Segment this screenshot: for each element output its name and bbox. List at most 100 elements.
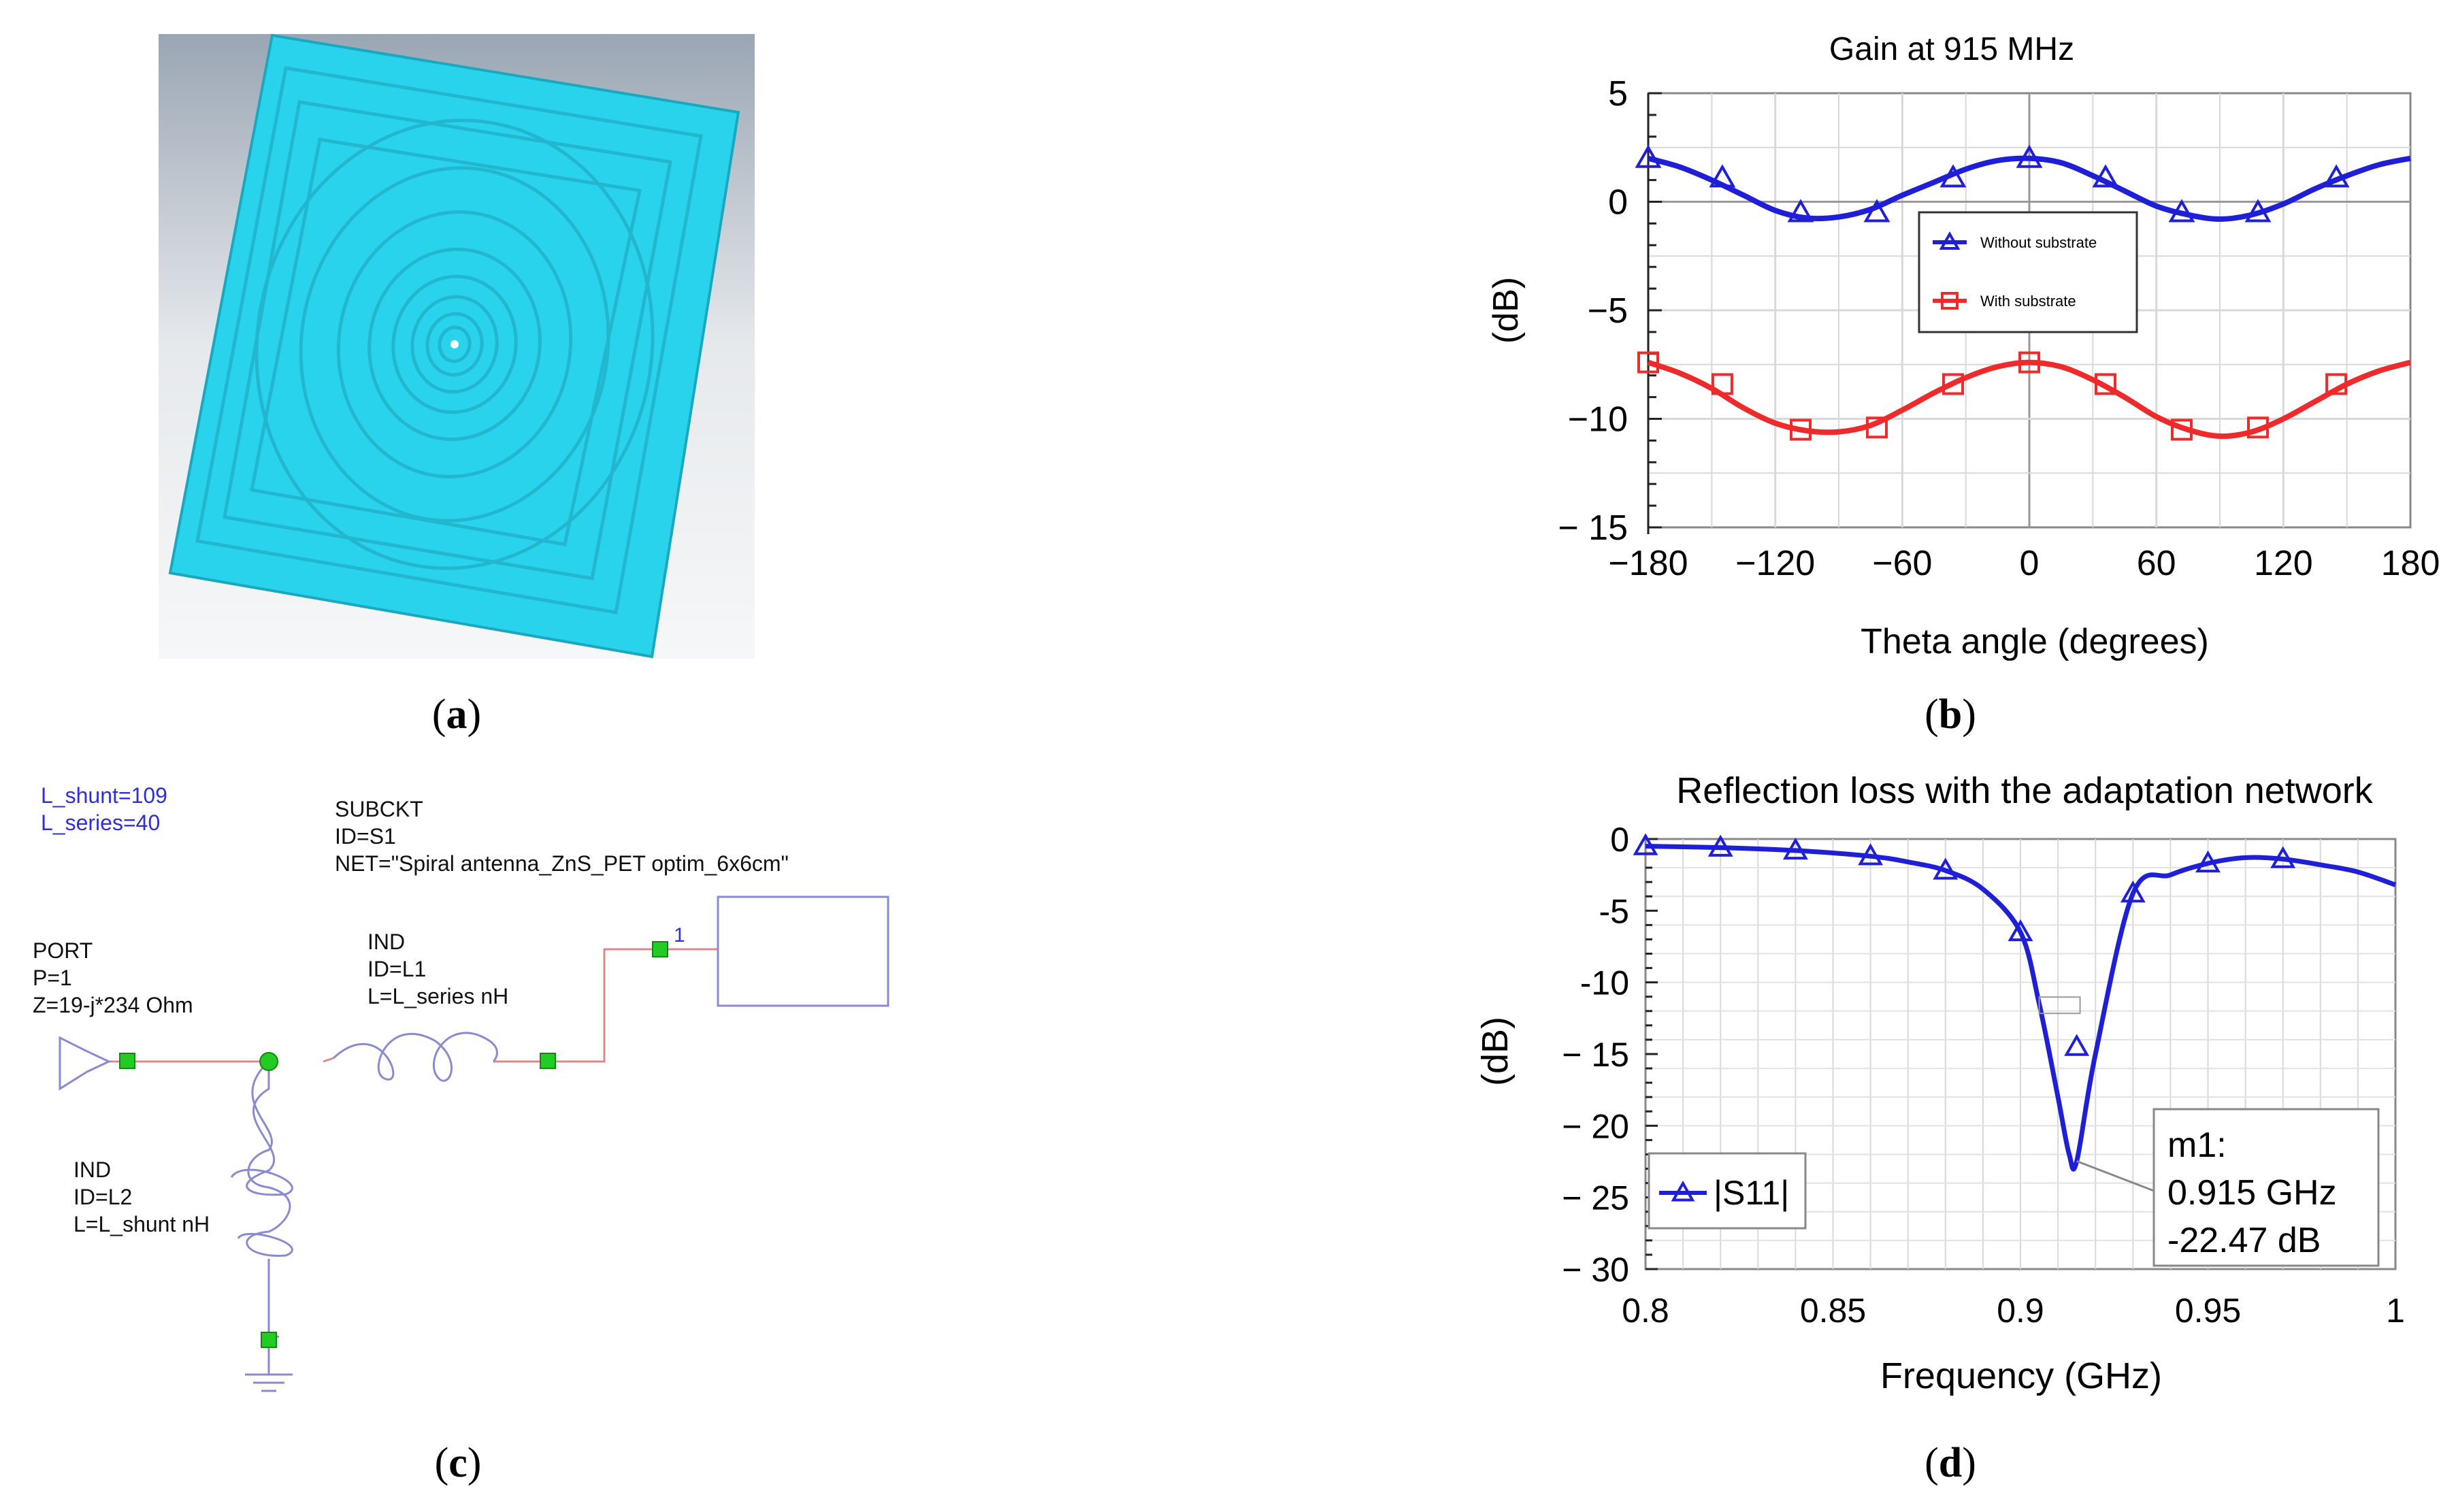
panel-a xyxy=(159,33,755,659)
data-point xyxy=(1866,416,1888,439)
data-point xyxy=(2095,373,2116,395)
legend-marker xyxy=(1671,1180,1695,1202)
x-tick-label: 60 xyxy=(2137,544,2176,583)
x-tick-label: 180 xyxy=(2381,544,2440,583)
node-ground xyxy=(261,1332,277,1348)
data-point xyxy=(2323,164,2350,188)
series-layer xyxy=(1633,833,2397,1172)
node-port xyxy=(119,1053,135,1069)
ind2-id: ID=L2 xyxy=(73,1185,132,1209)
port-name: PORT xyxy=(33,938,93,963)
marker-annotation: m1: 0.915 GHz -22.47 dB xyxy=(2076,1108,2380,1267)
subckt-net: NET="Spiral antenna_ZnS_PET optim_6x6cm" xyxy=(335,851,789,876)
data-point xyxy=(1633,833,1658,855)
ind1-label: IND ID=L1 L=L_series nH xyxy=(367,930,508,1008)
y-tick-label: − 15 xyxy=(1558,508,1628,548)
data-point xyxy=(1635,144,1662,168)
caption-c: (c) xyxy=(435,1440,482,1486)
data-point xyxy=(1863,199,1890,223)
data-point xyxy=(2064,1034,2090,1056)
data-point xyxy=(2018,351,2040,374)
legend-marker xyxy=(1939,231,1961,250)
inductor-l2-symbol xyxy=(230,1060,293,1338)
node-junction xyxy=(259,1052,278,1071)
panel-c-schematic: L_shunt=109 L_series=40 SUBCKT ID=S1 NET… xyxy=(33,783,889,1392)
caption-d: (d) xyxy=(1925,1440,1976,1486)
series-line-without-substrate xyxy=(1647,155,2411,223)
port-symbol xyxy=(59,1036,112,1091)
subckt-id: ID=S1 xyxy=(335,824,396,849)
ind1-value: L=L_series nH xyxy=(367,984,508,1008)
series-line-s11 xyxy=(1645,844,2397,1172)
legend-marker xyxy=(1941,292,1959,310)
data-point xyxy=(2325,373,2348,395)
y-tick-label: − 20 xyxy=(1562,1107,1629,1145)
annotation-label: m1: xyxy=(2167,1125,2227,1165)
data-point xyxy=(2008,919,2033,942)
x-axis-label: Theta angle (degrees) xyxy=(1861,622,2209,661)
gain-chart: Gain at 915 MHz Theta angle (degrees) (d… xyxy=(1486,31,2440,661)
node-l1-out xyxy=(540,1053,556,1069)
ind2-label: IND ID=L2 L=L_shunt nH xyxy=(73,1157,210,1236)
y-tick-label: 0 xyxy=(1608,183,1628,223)
x-tick-label: 0.9 xyxy=(1997,1292,2044,1330)
data-point xyxy=(1858,843,1884,866)
chart-title: Gain at 915 MHz xyxy=(1829,31,2074,67)
ind1-name: IND xyxy=(367,930,405,954)
x-tick-label: 0.95 xyxy=(2175,1292,2241,1330)
data-point xyxy=(2120,881,2146,903)
marker-hatch xyxy=(2038,996,2081,1015)
data-point xyxy=(1709,164,1736,188)
data-point xyxy=(1637,351,1659,374)
x-axis-label: Frequency (GHz) xyxy=(1880,1355,2162,1396)
data-point xyxy=(2171,418,2193,441)
param-block: L_shunt=109 L_series=40 xyxy=(41,783,167,835)
data-point xyxy=(2244,199,2272,223)
data-point xyxy=(1782,837,1808,860)
y-tick-label: -5 xyxy=(1599,892,1629,930)
ticks: 0 -5 -10 − 15 − 20 − 25 − 300.8 0.85 0.9 0.95 1 xyxy=(1562,821,2405,1330)
param-l-series: L_series=40 xyxy=(41,810,160,835)
data-point xyxy=(2247,416,2269,439)
data-point xyxy=(1711,373,1733,395)
annotation-y: -22.47 dB xyxy=(2167,1221,2321,1260)
data-point xyxy=(2270,846,2296,868)
legend-label: With substrate xyxy=(1980,293,2076,310)
param-l-shunt: L_shunt=109 xyxy=(41,783,167,808)
spiral-antenna-image xyxy=(168,33,740,659)
ground-symbol xyxy=(245,1344,293,1392)
data-point xyxy=(1933,857,1959,880)
y-tick-label: − 15 xyxy=(1562,1036,1629,1074)
legend-box xyxy=(1918,211,2138,333)
data-point xyxy=(2195,850,2221,873)
annotation-box xyxy=(2152,1108,2380,1267)
inductor-l1-symbol xyxy=(332,1032,498,1082)
reflection-chart: Reflection loss with the adaptation netw… xyxy=(1475,770,2405,1396)
legend: |S11| xyxy=(1648,1152,1807,1230)
y-tick-label: − 30 xyxy=(1562,1251,1629,1289)
x-tick-label: −120 xyxy=(1735,544,1815,583)
caption-a: (a) xyxy=(432,691,481,738)
chart-title: Reflection loss with the adaptation netw… xyxy=(1676,770,2374,811)
legend-label: Without substrate xyxy=(1980,234,2097,251)
legend-label: |S11| xyxy=(1714,1174,1789,1212)
x-tick-label: 1 xyxy=(2386,1292,2405,1330)
data-point xyxy=(1787,199,1814,223)
y-tick-label: 0 xyxy=(1610,821,1629,859)
series-layer xyxy=(1635,144,2412,441)
port-z: Z=19-j*234 Ohm xyxy=(33,993,193,1017)
ind1-id: ID=L1 xyxy=(367,957,426,981)
x-tick-label: −60 xyxy=(1872,544,1932,583)
data-point xyxy=(2016,144,2043,168)
port-label: PORT P=1 Z=19-j*234 Ohm xyxy=(33,938,193,1017)
subckt-box xyxy=(717,895,889,1007)
data-point xyxy=(1707,834,1733,857)
x-tick-label: 0.8 xyxy=(1622,1292,1669,1330)
x-tick-label: 120 xyxy=(2254,544,2313,583)
x-tick-label: 0.85 xyxy=(1800,1292,1866,1330)
y-axis-label: (dB) xyxy=(1486,277,1526,344)
series-line-with-substrate xyxy=(1647,359,2412,440)
legend: Without substrate With substrate xyxy=(1918,211,2138,333)
y-tick-label: − 25 xyxy=(1562,1179,1629,1217)
